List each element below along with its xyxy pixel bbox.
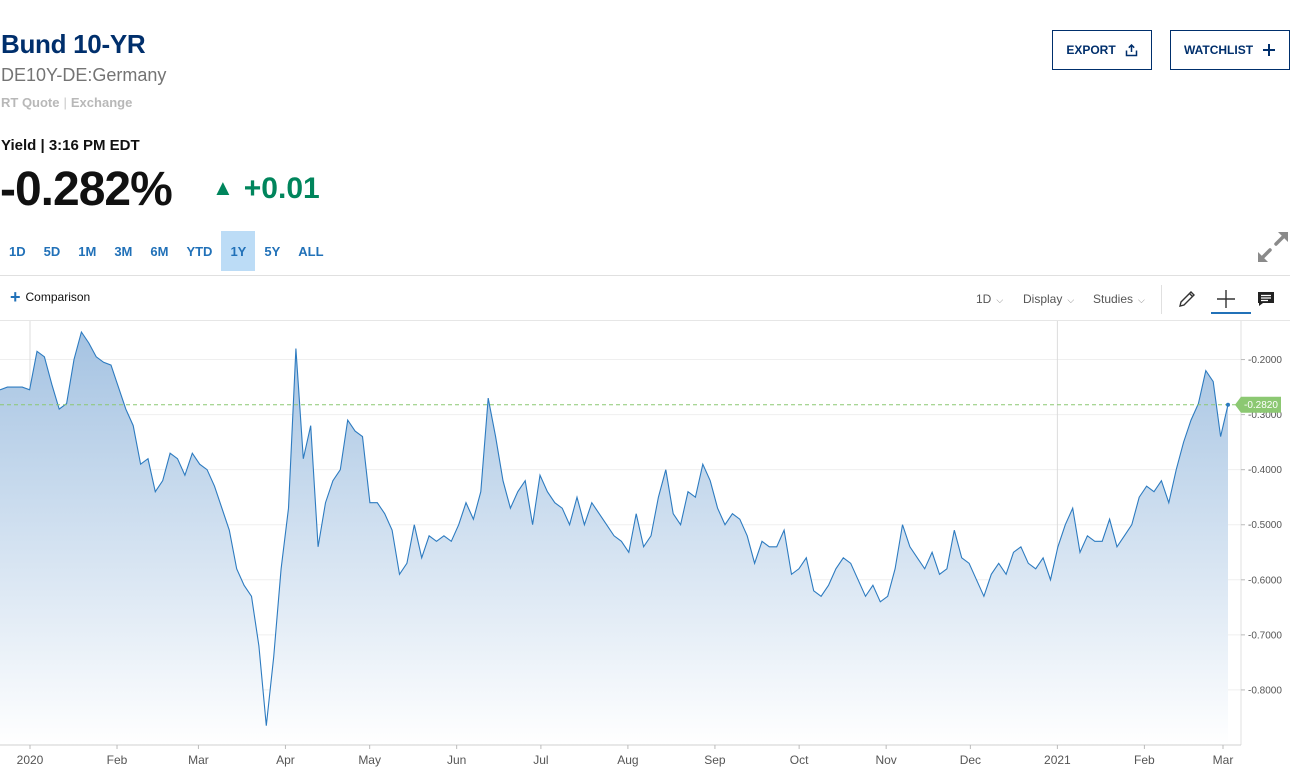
x-tick-label: Feb <box>107 753 128 767</box>
pencil-icon[interactable] <box>1174 287 1200 311</box>
chevron-down-icon: ⌵ <box>1067 295 1075 305</box>
chart-top-border <box>0 320 1290 321</box>
range-tab-5y[interactable]: 5Y <box>264 243 281 259</box>
comparison-label: Comparison <box>25 290 91 304</box>
last-value-badge <box>1235 396 1281 413</box>
quote-type: RT Quote <box>1 95 60 110</box>
page-title: Bund 10-YR <box>1 29 146 59</box>
range-tab-3m[interactable]: 3M <box>114 243 133 259</box>
interval-dropdown[interactable]: 1D ⌵ <box>976 291 1003 306</box>
change-value: +0.01 <box>243 172 320 205</box>
range-tab-1d[interactable]: 1D <box>9 243 26 259</box>
export-label: EXPORT <box>1066 43 1116 57</box>
display-label: Display <box>1023 291 1063 306</box>
up-triangle-icon: ▲ <box>212 175 234 200</box>
y-tick-label: -0.2000 <box>1248 355 1282 366</box>
plus-icon: + <box>10 287 21 307</box>
range-tab-1y[interactable]: 1Y <box>221 231 256 271</box>
x-tick-label: Oct <box>790 753 809 767</box>
series-area <box>0 332 1228 745</box>
studies-dropdown[interactable]: Studies ⌵ <box>1093 291 1145 306</box>
display-dropdown[interactable]: Display ⌵ <box>1023 291 1074 306</box>
yield-timestamp: Yield | 3:16 PM EDT <box>1 137 140 154</box>
y-tick-label: -0.7000 <box>1248 630 1282 641</box>
x-tick-label: 2020 <box>17 753 44 767</box>
last-price: -0.282% <box>0 163 173 216</box>
x-tick-label: Aug <box>617 753 638 767</box>
series-line <box>0 330 1229 726</box>
export-button[interactable]: EXPORT <box>1052 30 1152 70</box>
price-change: ▲ +0.01 <box>212 172 320 206</box>
active-tool-indicator <box>1211 312 1251 314</box>
x-tick-label: Jul <box>533 753 548 767</box>
x-tick-label: Mar <box>188 753 209 767</box>
watchlist-button[interactable]: WATCHLIST <box>1170 30 1290 70</box>
x-tick-label: May <box>358 753 381 767</box>
toolbar-separator <box>1161 285 1162 314</box>
comment-icon[interactable] <box>1253 287 1279 311</box>
x-tick-label: Nov <box>875 753 896 767</box>
range-tab-1m[interactable]: 1M <box>78 243 97 259</box>
range-selector: 1D 5D 1M 3M 6M YTD 1Y 5Y ALL <box>0 231 333 271</box>
range-tab-6m[interactable]: 6M <box>150 243 169 259</box>
x-tick-label: Sep <box>704 753 726 767</box>
x-tick-label: Jun <box>447 753 466 767</box>
x-tick-label: 2021 <box>1044 753 1071 767</box>
last-point-marker <box>1226 402 1230 407</box>
plus-icon <box>1262 43 1276 57</box>
y-tick-label: -0.4000 <box>1248 465 1282 476</box>
x-tick-label: Feb <box>1134 753 1155 767</box>
last-value-label: -0.2820 <box>1244 400 1278 411</box>
x-tick-label: Dec <box>960 753 981 767</box>
chevron-down-icon: ⌵ <box>996 295 1004 305</box>
y-tick-label: -0.5000 <box>1248 520 1282 531</box>
toolbar-divider <box>0 275 1290 276</box>
range-tab-all[interactable]: ALL <box>298 243 324 259</box>
interval-label: 1D <box>976 291 992 306</box>
comparison-button[interactable]: + Comparison <box>10 287 91 307</box>
range-tab-5d[interactable]: 5D <box>43 243 61 259</box>
yield-chart[interactable]: -0.2000 -0.3000 -0.4000 -0.5000 -0.6000 -0.70… <box>0 321 1290 776</box>
x-tick-label: Mar <box>1213 753 1234 767</box>
quote-source: RT Quote | Exchange <box>1 95 132 110</box>
y-tick-label: -0.8000 <box>1248 685 1282 696</box>
studies-label: Studies <box>1093 291 1134 306</box>
range-tab-ytd[interactable]: YTD <box>186 243 213 259</box>
crosshair-icon[interactable] <box>1213 287 1239 311</box>
x-tick-label: Apr <box>276 753 295 767</box>
share-upload-icon <box>1125 43 1138 57</box>
quote-separator: | <box>63 95 67 110</box>
watchlist-label: WATCHLIST <box>1183 43 1254 57</box>
expand-icon[interactable] <box>1256 230 1290 264</box>
y-tick-label: -0.6000 <box>1248 575 1282 586</box>
chevron-down-icon: ⌵ <box>1138 295 1145 305</box>
quote-exchange: Exchange <box>70 95 133 110</box>
y-tick-label: -0.3000 <box>1248 410 1282 421</box>
symbol-label: DE10Y-DE:Germany <box>1 65 167 85</box>
